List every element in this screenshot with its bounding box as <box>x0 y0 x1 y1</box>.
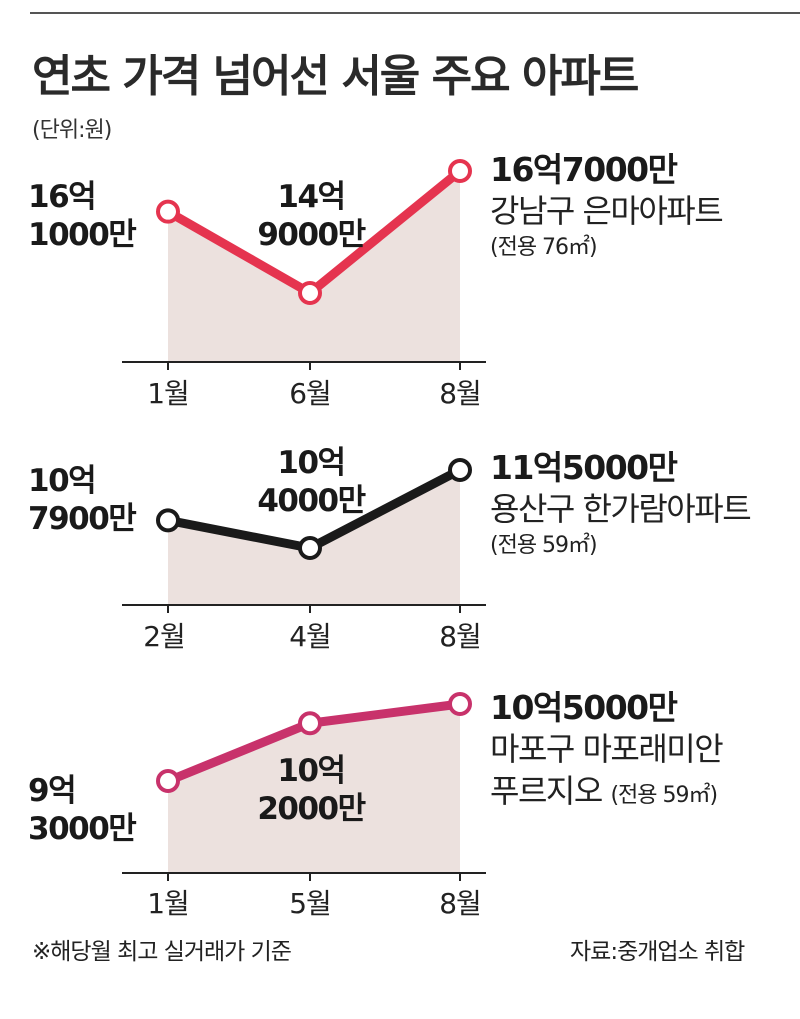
panel2-area: (전용 59㎡) <box>490 533 598 558</box>
panel1-point-1 <box>156 199 180 224</box>
panel1-area: (전용 76㎡) <box>490 235 598 260</box>
panel3-tick-2: 5월 <box>289 887 332 920</box>
panel2-tick-1: 2월 <box>143 620 186 653</box>
panel2-value-label-1: 10억 7900만 <box>28 463 137 537</box>
panel1-tick-1: 1월 <box>147 377 190 410</box>
panel2-point-1 <box>156 508 180 533</box>
footnote: ※해당월 최고 실거래가 기준 <box>32 939 292 965</box>
panel1-apt-name: 강남구 은마아파트 <box>490 192 724 230</box>
panel3-point-2 <box>298 711 322 736</box>
panel1-tick-2: 6월 <box>289 377 332 410</box>
panel2-tick-3: 8월 <box>439 620 482 653</box>
panel1-value-label-3: 16억7000만 <box>490 150 678 189</box>
panel2-value-label-2: 10억 4000만 <box>257 445 366 519</box>
panel3-apt-name-line1: 마포구 마포래미안 <box>490 730 724 768</box>
panel1-area-fill <box>168 171 460 362</box>
panel1-value-label-1: 16억 1000만 <box>28 179 137 253</box>
panel1-point-2 <box>298 281 322 305</box>
panel2-point-3 <box>448 458 472 482</box>
panel1-tick-3: 8월 <box>439 377 482 410</box>
panel3-info: 10억5000만 마포구 마포래미안 푸르지오 (전용 59㎡) <box>490 688 724 817</box>
panel2-point-2 <box>298 536 322 560</box>
panel3-value-label-2: 10억 2000만 <box>257 753 366 827</box>
panel3-area-fill <box>168 704 460 873</box>
source-note: 자료:중개업소 취합 <box>570 939 745 965</box>
panel1-info: 16억7000만 강남구 은마아파트 (전용 76㎡) <box>490 150 724 264</box>
panel3-point-3 <box>448 692 472 716</box>
panel1-point-3 <box>448 159 472 183</box>
panel1-value-label-2: 14억 9000만 <box>257 179 366 253</box>
panel2-apt-name: 용산구 한가람아파트 <box>490 490 752 528</box>
panel3-area: (전용 59㎡) <box>610 783 718 808</box>
panel3-tick-3: 8월 <box>439 887 482 920</box>
panel2-tick-2: 4월 <box>289 620 332 653</box>
panel2-value-label-3: 11억5000만 <box>490 448 678 487</box>
panel3-apt-name-line2: 푸르지오 (전용 59㎡) <box>490 772 718 810</box>
chart-title: 연초 가격 넘어선 서울 주요 아파트 <box>32 51 639 102</box>
unit-label: (단위:원) <box>32 118 112 143</box>
panel3-point-1 <box>156 769 180 793</box>
panel2-area-fill <box>168 470 460 605</box>
panel3-value-label-3: 10억5000만 <box>490 688 678 727</box>
panel3-tick-1: 1월 <box>147 887 190 920</box>
panel2-info: 11억5000만 용산구 한가람아파트 (전용 59㎡) <box>490 448 752 562</box>
panel3-value-label-1: 9억 3000만 <box>28 773 137 847</box>
top-rule <box>30 12 800 14</box>
